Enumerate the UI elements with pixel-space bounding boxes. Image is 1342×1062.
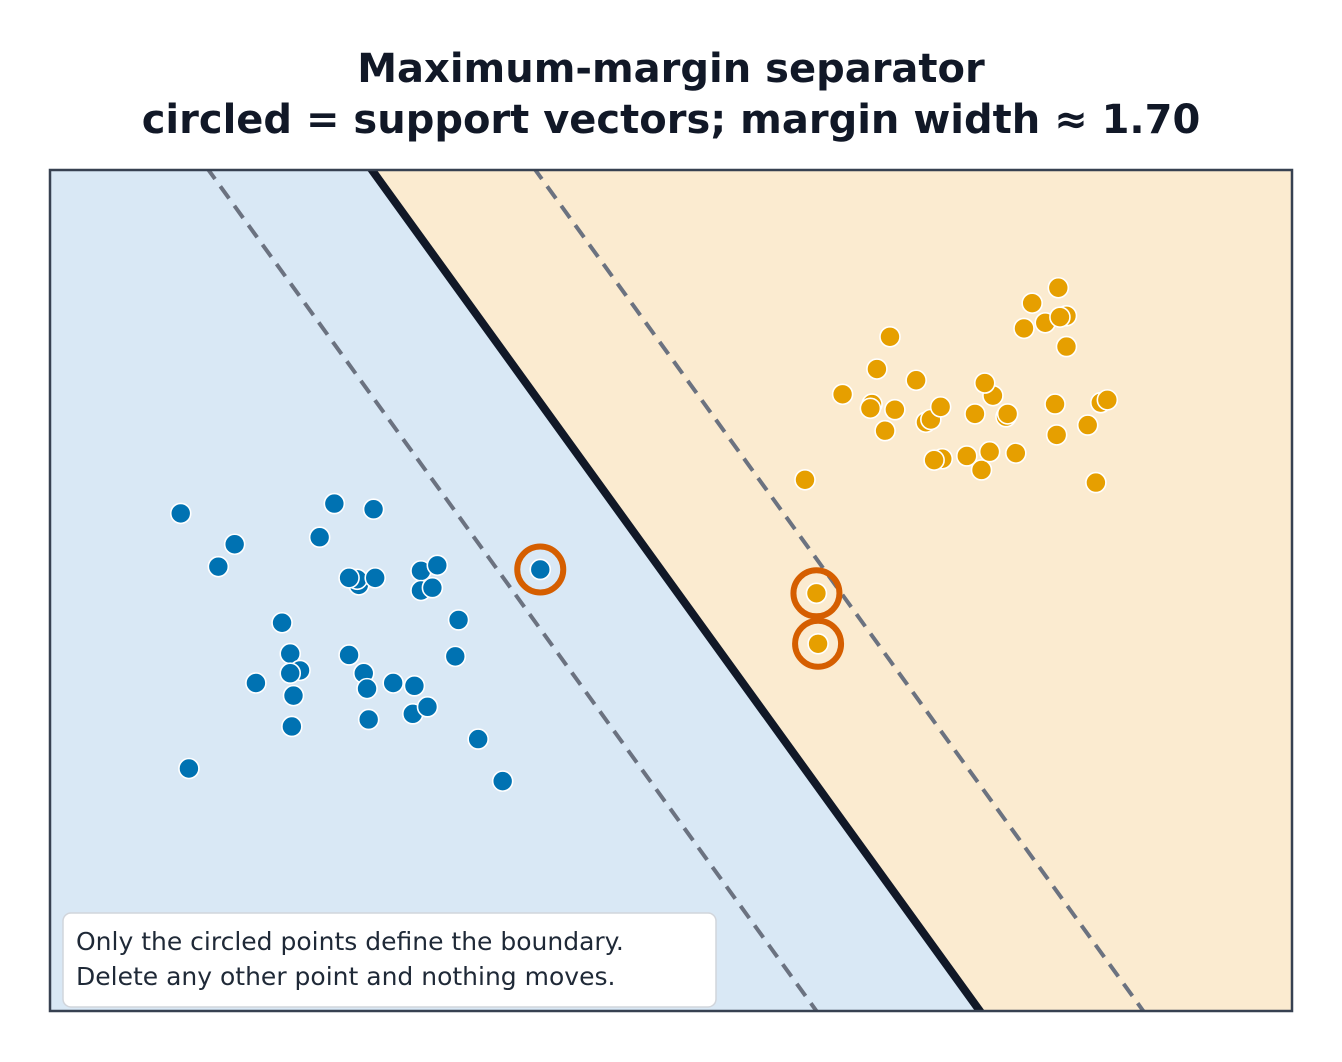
plot-frame bbox=[48, 168, 1294, 1013]
orange-data-point bbox=[955, 445, 978, 467]
chart-title: Maximum-margin separator bbox=[357, 46, 985, 92]
blue-data-point bbox=[308, 526, 331, 549]
blue-data-point bbox=[223, 533, 246, 556]
orange-data-point bbox=[859, 397, 882, 420]
blue-data-point bbox=[362, 498, 385, 521]
blue-data-point bbox=[169, 502, 192, 525]
blue-data-point bbox=[338, 567, 360, 589]
blue-data-point bbox=[382, 672, 404, 694]
annotation-background bbox=[62, 912, 717, 1008]
annotation-line-1: Only the circled points define the bound… bbox=[76, 927, 624, 956]
blue-data-point bbox=[426, 554, 449, 577]
blue-data-point bbox=[447, 609, 470, 631]
support-vector-ring bbox=[514, 543, 567, 596]
blue-data-point bbox=[529, 558, 552, 581]
blue-data-point bbox=[178, 757, 200, 780]
orange-data-point bbox=[1021, 292, 1043, 314]
annotation-line-2: Delete any other point and nothing moves… bbox=[76, 962, 615, 991]
orange-data-point bbox=[1044, 393, 1066, 415]
blue-data-point bbox=[403, 675, 426, 697]
orange-data-point bbox=[970, 459, 993, 481]
orange-data-point bbox=[794, 468, 816, 491]
blue-data-point bbox=[282, 684, 305, 707]
orange-data-point bbox=[973, 372, 996, 394]
orange-data-point bbox=[866, 358, 888, 380]
orange-data-point bbox=[807, 632, 829, 655]
annotation-box: Only the circled points define the bound… bbox=[62, 912, 717, 1008]
blue-data-point bbox=[364, 567, 387, 589]
orange-data-point bbox=[1005, 442, 1027, 464]
blue-data-point bbox=[444, 645, 467, 668]
orange-data-point bbox=[923, 449, 945, 471]
blue-data-point bbox=[491, 770, 514, 792]
blue-data-point bbox=[281, 715, 303, 738]
blue-data-point bbox=[323, 492, 346, 515]
chart-subtitle: circled = support vectors; margin width … bbox=[141, 97, 1201, 143]
blue-data-point bbox=[421, 576, 444, 599]
data-points bbox=[169, 276, 1119, 792]
decision-boundary-line bbox=[367, 170, 985, 1011]
orange-data-point bbox=[929, 396, 952, 418]
orange-data-point bbox=[1045, 424, 1068, 446]
orange-data-point bbox=[1055, 335, 1078, 358]
blue-data-point bbox=[245, 672, 267, 694]
support-vector-ring bbox=[790, 567, 843, 620]
support-vector-ring bbox=[792, 617, 845, 670]
orange-data-point bbox=[1085, 471, 1107, 494]
orange-data-point bbox=[996, 403, 1019, 425]
orange-data-point bbox=[831, 383, 854, 406]
blue-data-point bbox=[271, 611, 293, 634]
blue-data-point bbox=[279, 662, 302, 684]
blue-data-point bbox=[357, 708, 380, 731]
orange-data-point bbox=[1096, 389, 1119, 411]
plot-area bbox=[50, 170, 1292, 1011]
orange-class-region bbox=[371, 170, 1292, 1011]
orange-data-point bbox=[874, 419, 896, 442]
orange-data-point bbox=[964, 403, 986, 425]
orange-data-point bbox=[1047, 276, 1070, 299]
orange-data-point bbox=[805, 582, 828, 605]
orange-data-point bbox=[1076, 414, 1099, 436]
orange-data-point bbox=[1013, 317, 1035, 340]
blue-data-point bbox=[338, 644, 360, 666]
blue-data-point bbox=[207, 555, 230, 578]
support-vector-rings bbox=[514, 543, 845, 670]
blue-data-point bbox=[356, 677, 378, 700]
blue-class-region bbox=[50, 170, 980, 1011]
orange-data-point bbox=[1049, 306, 1071, 328]
blue-data-point bbox=[416, 696, 439, 718]
orange-data-point bbox=[905, 369, 927, 392]
orange-data-point bbox=[879, 325, 901, 348]
orange-data-point bbox=[978, 440, 1001, 463]
orange-data-point bbox=[884, 398, 906, 421]
chart-title-block: Maximum-margin separator circled = suppo… bbox=[0, 44, 1342, 146]
blue-data-point bbox=[467, 728, 489, 750]
